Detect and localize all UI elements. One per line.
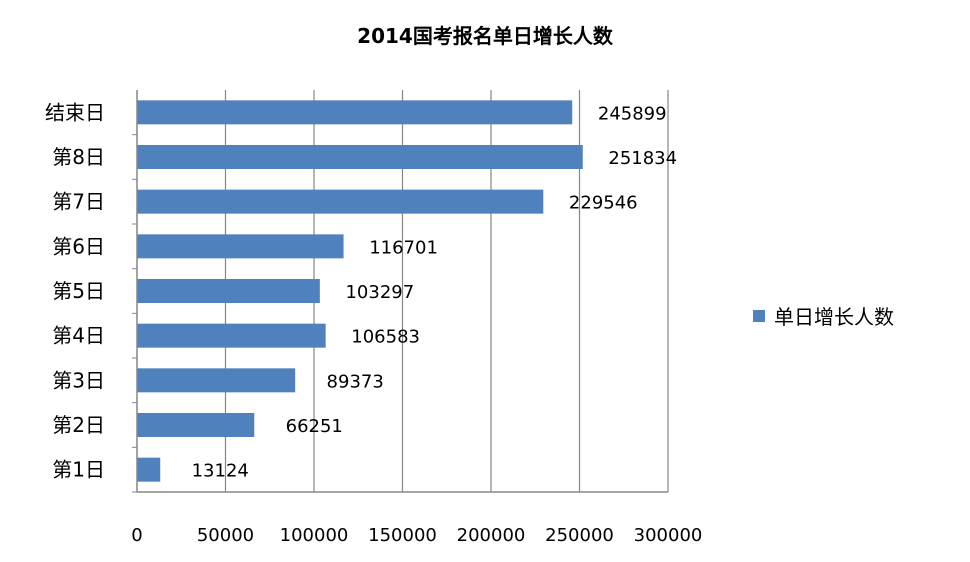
axes [132,90,668,493]
x-tick-label: 100000 [280,525,349,546]
x-tick-label: 200000 [457,525,526,546]
bar [137,323,326,348]
category-label: 第5日 [52,279,105,303]
bar [137,279,320,303]
bar [137,100,573,125]
chart-title: 2014国考报名单日增长人数 [357,24,613,48]
bar [137,234,344,259]
x-tick-label: 250000 [545,525,614,546]
data-labels: 13124 66251 89373 106583 103297 116701 229546 2… [192,103,678,481]
data-label: 251834 [608,148,677,169]
category-label: 结束日 [45,100,105,124]
category-label: 第7日 [52,190,105,214]
category-label: 第1日 [52,458,105,482]
legend-label: 单日增长人数 [774,305,894,329]
data-label: 103297 [345,282,414,303]
legend-swatch [753,310,765,322]
data-label: 106583 [351,327,420,348]
data-label: 116701 [369,237,438,258]
bar [137,457,161,482]
x-tick-label: 150000 [368,525,437,546]
data-label: 245899 [598,103,667,124]
category-label: 第6日 [52,234,105,258]
bar [137,145,583,169]
bars [137,100,583,482]
category-label: 第4日 [52,324,105,348]
category-labels: 第1日 第2日 第3日 第4日 第5日 第6日 第7日 第8日 结束日 [45,100,105,481]
x-tick-label: 0 [131,525,142,546]
bar [137,368,296,393]
tick-labels: 0 50000 100000 150000 200000 250000 300000 [131,525,702,546]
legend: 单日增长人数 [753,305,894,329]
x-tick-label: 300000 [634,525,703,546]
data-label: 66251 [286,416,343,437]
category-label: 第3日 [52,368,105,392]
category-label: 第8日 [52,145,105,169]
category-label: 第2日 [52,413,105,437]
bar [137,189,544,214]
data-label: 229546 [569,193,638,214]
x-tick-label: 50000 [197,525,254,546]
data-label: 89373 [327,371,384,392]
data-label: 13124 [192,461,249,482]
bar [137,413,255,437]
